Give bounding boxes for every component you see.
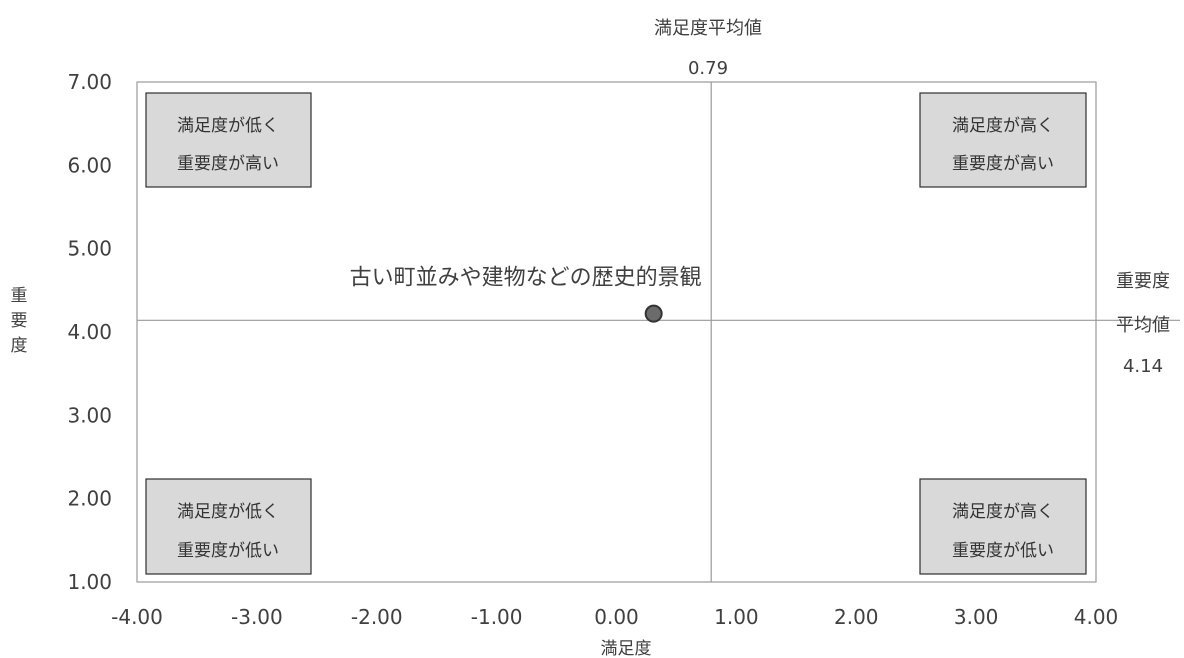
importance-average-value: 4.14 [1123,356,1163,377]
quadrant-top-left: 満足度が低く 重要度が高い [145,92,312,188]
x-tick-label: -2.00 [351,605,403,629]
x-tick-label: 2.00 [834,605,879,629]
importance-average-title-line1: 重要度 [1116,271,1170,292]
y-axis-title: 重 要 度 [11,286,28,356]
y-axis-ticks: 1.00 2.00 3.00 4.00 5.00 6.00 7.00 [67,70,112,594]
quadrant-bottom-right: 満足度が高く 重要度が低い [919,478,1087,575]
y-axis-title-char-3: 度 [11,336,28,356]
x-tick-label: 3.00 [954,605,999,629]
x-tick-label: -1.00 [471,605,523,629]
quadrant-bottom-right-line1: 満足度が高く [952,502,1054,522]
y-tick-label: 6.00 [67,153,112,177]
y-tick-label: 2.00 [67,487,112,511]
y-axis-title-char-1: 重 [11,286,28,306]
x-tick-label: -4.00 [111,605,163,629]
data-points: 古い町並みや建物などの歴史的景観 [350,266,702,323]
satisfaction-average-value: 0.79 [688,58,728,79]
y-tick-label: 7.00 [67,70,112,94]
satisfaction-average-title: 満足度平均値 [654,18,762,39]
quadrant-top-right: 満足度が高く 重要度が高い [919,92,1087,188]
quadrant-top-left-line2: 重要度が高い [177,154,279,174]
x-axis-title: 満足度 [601,639,652,658]
x-tick-label: 1.00 [714,605,759,629]
y-tick-label: 1.00 [67,570,112,594]
y-tick-label: 3.00 [67,403,112,427]
quadrant-bottom-left-line2: 重要度が低い [177,541,279,561]
data-point-marker [644,304,663,323]
quadrant-bottom-right-line2: 重要度が低い [952,541,1054,561]
quadrant-top-right-line1: 満足度が高く [952,116,1054,136]
quadrant-bottom-left-line1: 満足度が低く [177,502,279,522]
x-tick-label: 4.00 [1074,605,1119,629]
quadrant-top-left-line1: 満足度が低く [177,116,279,136]
x-axis-ticks: -4.00 -3.00 -2.00 -1.00 0.00 1.00 2.00 3.00 4.00 [111,605,1118,629]
x-tick-label: -3.00 [231,605,283,629]
x-tick-label: 0.00 [594,605,639,629]
importance-average-title-line2: 平均値 [1116,315,1170,336]
data-point-label: 古い町並みや建物などの歴史的景観 [350,266,702,291]
y-axis-title-char-2: 要 [11,311,28,331]
quadrant-top-right-line2: 重要度が高い [952,154,1054,174]
y-tick-label: 4.00 [67,320,112,344]
quadrant-bottom-left: 満足度が低く 重要度が低い [145,478,312,575]
y-tick-label: 5.00 [67,237,112,261]
